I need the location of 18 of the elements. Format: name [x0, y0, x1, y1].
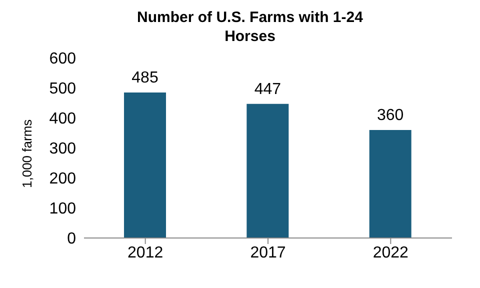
y-tick-label: 500 — [49, 80, 76, 98]
y-tick-label: 200 — [49, 170, 76, 188]
bar — [246, 104, 289, 238]
y-tick-label: 0 — [67, 230, 76, 248]
data-label: 485 — [132, 70, 158, 86]
y-tick-label: 600 — [49, 50, 76, 68]
data-label: 360 — [376, 107, 404, 124]
y-axis-title: 1,000 farms — [20, 118, 35, 188]
x-tick-label: 2022 — [372, 244, 409, 262]
y-tick-label: 100 — [49, 200, 76, 218]
chart-title: Number of U.S. Farms with 1-24 Horses — [136, 8, 364, 46]
x-tick-label: 2017 — [250, 244, 286, 262]
bar — [124, 92, 166, 238]
data-label: 447 — [254, 80, 282, 98]
x-tick-label: 2012 — [128, 244, 164, 262]
bar — [369, 130, 412, 238]
y-tick-label: 300 — [49, 140, 76, 158]
y-tick-label: 400 — [49, 110, 76, 128]
